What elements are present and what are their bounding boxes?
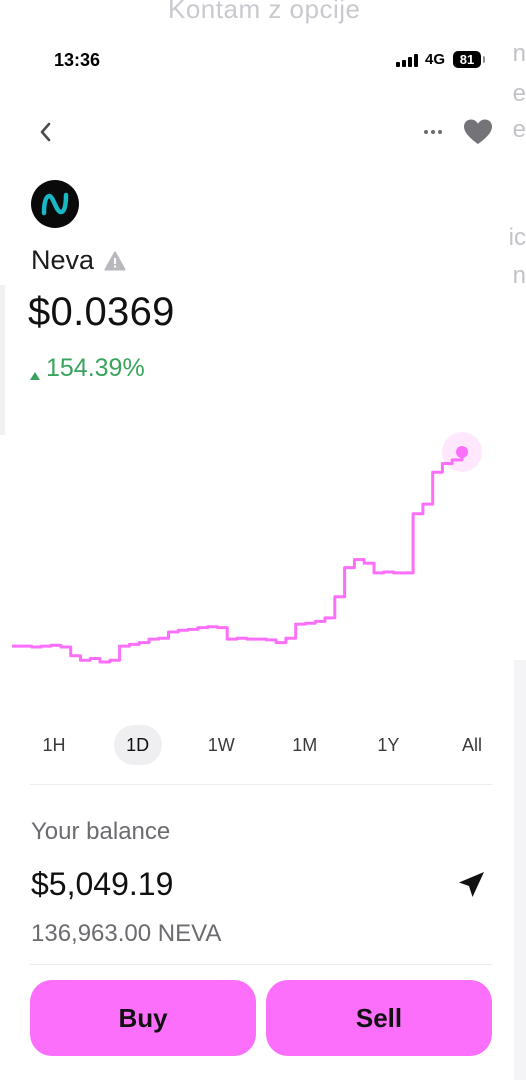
send-button[interactable] (454, 868, 488, 902)
token-price: $0.0369 (28, 290, 175, 334)
current-price-point (456, 446, 468, 458)
up-arrow-icon (30, 371, 40, 380)
balance-value: $5,049.19 (31, 866, 174, 902)
cellular-signal-icon (396, 54, 418, 67)
price-change-percent: 154.39% (46, 354, 145, 382)
neva-logo-icon (31, 180, 79, 228)
status-time: 13:36 (54, 50, 101, 70)
sell-button[interactable]: Sell (266, 980, 492, 1056)
status-bar: 13:36 4G 81 (0, 0, 526, 95)
tab-1h[interactable]: 1H (42, 734, 66, 755)
background-edge-letter: n (512, 262, 526, 289)
time-range-tabs: 1H 1D 1W 1M 1Y All (30, 724, 496, 766)
background-card-title: Kontam z opcije (168, 0, 361, 24)
background-edge-letter: n (512, 40, 526, 67)
heart-icon (464, 119, 492, 144)
balance-label: Your balance (31, 818, 171, 845)
tab-1d[interactable]: 1D (113, 725, 162, 765)
more-options-button[interactable] (418, 118, 448, 146)
tab-1y[interactable]: 1Y (377, 734, 400, 755)
price-line (12, 452, 464, 664)
background-edge-letter: e (512, 116, 526, 143)
battery-icon: 81 (453, 51, 485, 68)
chevron-left-icon (40, 122, 51, 142)
tab-all[interactable]: All (461, 734, 482, 755)
buy-button[interactable]: Buy (30, 980, 256, 1056)
battery-level: 81 (459, 52, 475, 67)
price-change: 154.39% (30, 354, 145, 383)
token-name: Neva (31, 245, 95, 275)
background-card-band (0, 285, 5, 435)
token-name-row: Neva (31, 245, 126, 276)
ellipsis-icon (424, 130, 442, 134)
paper-plane-icon (459, 872, 484, 897)
favorite-button[interactable] (460, 114, 496, 150)
background-edge-letter: ic (508, 224, 526, 251)
divider (30, 784, 492, 785)
tab-1w[interactable]: 1W (207, 734, 235, 755)
background-card-band (514, 660, 526, 1080)
network-type: 4G (425, 51, 446, 68)
warning-triangle-icon[interactable] (104, 251, 126, 271)
tab-1m[interactable]: 1M (292, 734, 318, 755)
price-chart[interactable] (0, 420, 526, 680)
background-card-edge: n e e ic n (508, 36, 526, 736)
back-button[interactable] (30, 116, 62, 148)
divider (30, 964, 492, 965)
balance-token-amount: 136,963.00 NEVA (31, 920, 222, 947)
background-edge-letter: e (512, 80, 526, 107)
